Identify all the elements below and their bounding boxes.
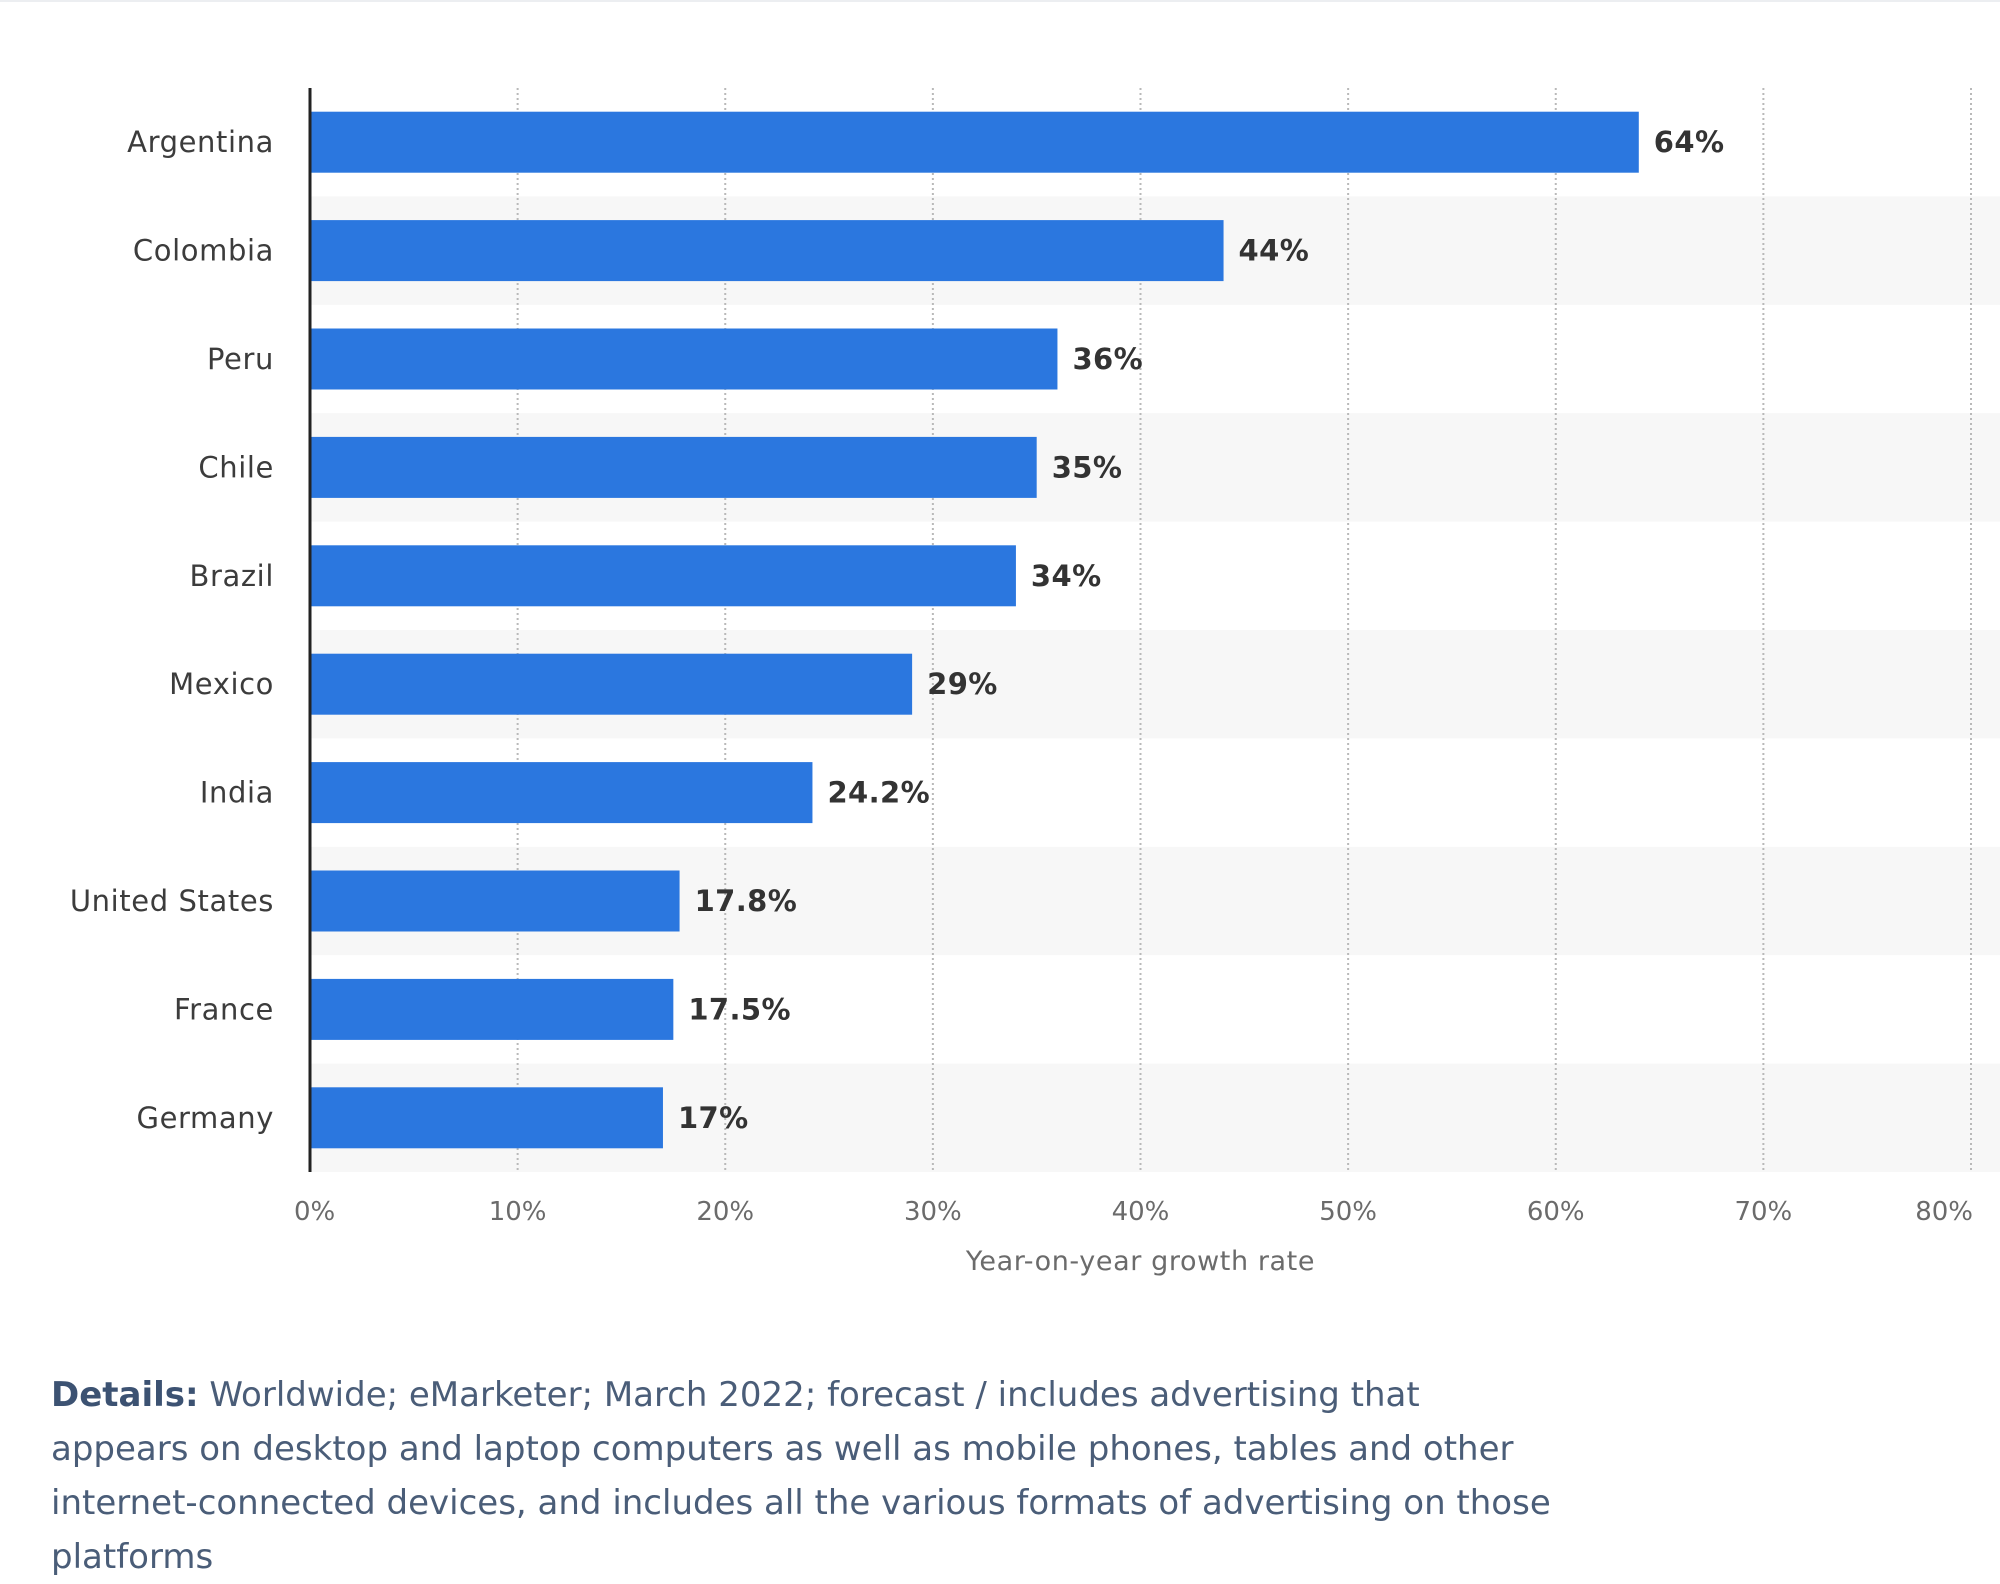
x-tick-label: 40% [1112,1197,1170,1227]
value-label: 17.8% [695,884,798,918]
bar [310,762,813,824]
x-tick-label: 50% [1319,1197,1377,1227]
value-label: 17.5% [688,992,791,1026]
category-label: Mexico [169,667,274,701]
top-divider [0,0,2000,2]
bar [310,1087,663,1149]
details-lead: Details: [51,1375,199,1415]
bar [310,978,674,1040]
category-label: United States [70,884,274,918]
value-label: 24.2% [827,776,930,810]
bar [310,653,913,715]
value-label: 44% [1239,234,1310,268]
details-text: Worldwide; eMarketer; March 2022; foreca… [51,1375,1551,1577]
bar [310,220,1224,282]
value-label: 64% [1654,125,1725,159]
x-tick-label: 80% [1915,1197,1973,1227]
category-label: Brazil [189,559,274,593]
x-tick-label: 30% [904,1197,962,1227]
bars [310,111,1639,1149]
category-label: Chile [198,450,274,484]
category-label: Colombia [133,234,274,268]
details-note: Details: Worldwide; eMarketer; March 202… [51,1368,1551,1584]
bar [310,870,680,932]
category-label: India [200,776,274,810]
value-label: 29% [927,667,998,701]
value-label: 36% [1072,342,1143,376]
value-label: 17% [678,1101,749,1135]
value-label: 34% [1031,559,1102,593]
bar [310,111,1639,173]
x-tick-labels: 0% 10% 20% 30% 40% 50% 60% 70% 80% [294,1197,1973,1227]
category-label: Peru [207,342,274,376]
category-label: Argentina [127,125,274,159]
x-tick-label: 20% [696,1197,754,1227]
x-axis-title: Year-on-year growth rate [965,1246,1315,1277]
x-tick-label: 60% [1527,1197,1585,1227]
bar [310,545,1016,607]
x-tick-label: 0% [294,1197,335,1227]
x-tick-label: 10% [489,1197,547,1227]
value-label: 35% [1052,450,1123,484]
bar-chart: Argentina Colombia Peru Chile Brazil Mexico In… [69,88,1973,1277]
value-labels: 64% 44% 36% 35% 34% 29% 24.2% 17.8% 17.5% 17% [678,125,1724,1135]
category-labels: Argentina Colombia Peru Chile Brazil Mexico In… [70,125,274,1135]
category-label: Germany [137,1101,275,1135]
bar [310,328,1058,390]
bar [310,436,1037,498]
x-tick-label: 70% [1734,1197,1792,1227]
category-label: France [174,992,274,1026]
